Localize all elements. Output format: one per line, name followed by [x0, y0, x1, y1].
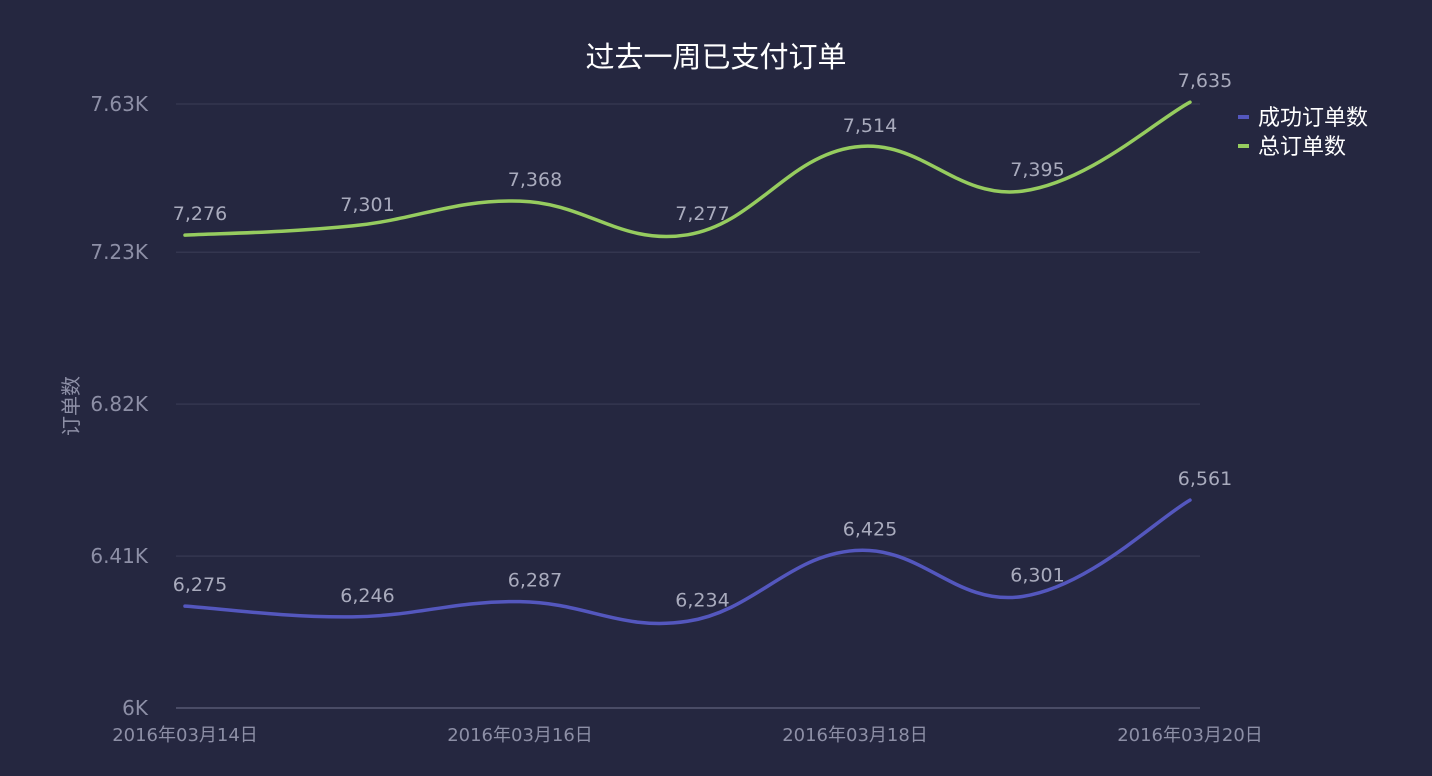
chart-title: 过去一周已支付订单 — [585, 40, 846, 74]
x-tick-label: 2016年03月16日 — [447, 725, 593, 746]
series-line — [183, 498, 1192, 626]
y-tick-label: 6K — [122, 696, 149, 720]
x-tick-label: 2016年03月18日 — [782, 725, 928, 746]
data-label: 7,368 — [508, 169, 562, 191]
y-tick-label: 6.82K — [90, 392, 149, 416]
data-label: 7,277 — [675, 203, 729, 225]
data-label: 7,276 — [173, 203, 227, 225]
data-label: 7,395 — [1010, 159, 1064, 181]
legend-item[interactable]: 总订单数 — [1258, 135, 1346, 160]
y-tick-label: 6.41K — [90, 544, 149, 568]
data-label: 6,234 — [675, 589, 729, 611]
series-line — [183, 100, 1192, 239]
data-label: 6,301 — [1010, 564, 1064, 586]
legend-swatch — [1238, 115, 1249, 119]
data-label: 6,561 — [1178, 468, 1232, 490]
data-label: 7,514 — [843, 115, 897, 137]
y-axis-label: 订单数 — [59, 376, 83, 436]
data-label: 6,287 — [508, 570, 562, 592]
data-label: 7,301 — [340, 194, 394, 216]
y-tick-label: 7.23K — [90, 240, 149, 264]
legend-swatch — [1238, 144, 1249, 148]
x-tick-label: 2016年03月20日 — [1117, 725, 1263, 746]
y-tick-label: 7.63K — [90, 92, 149, 116]
data-label: 6,246 — [340, 585, 394, 607]
data-label: 7,635 — [1178, 70, 1232, 92]
data-label: 6,275 — [173, 574, 227, 596]
data-label: 6,425 — [843, 519, 897, 541]
x-tick-label: 2016年03月14日 — [112, 725, 258, 746]
legend-item[interactable]: 成功订单数 — [1258, 106, 1368, 131]
